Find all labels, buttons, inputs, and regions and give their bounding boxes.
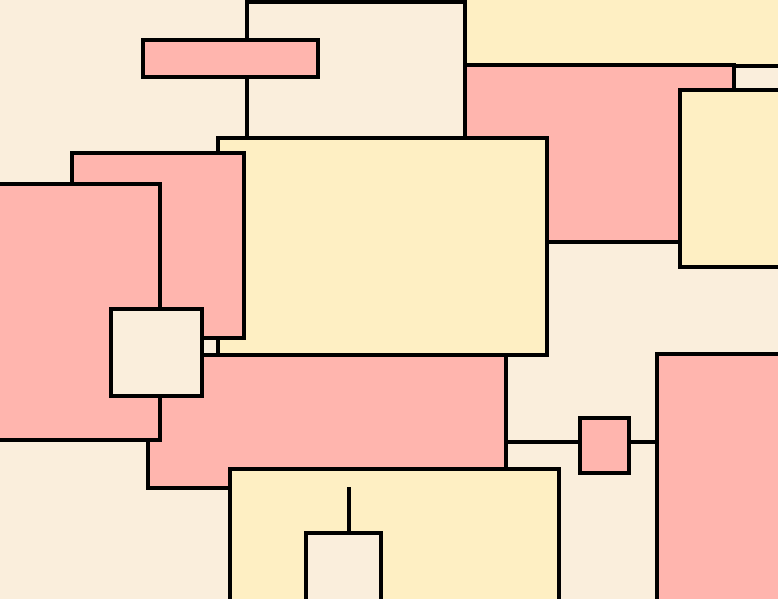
connector-bottom-vertical-2	[347, 487, 351, 535]
rect-yellow-right-edge	[678, 88, 778, 269]
rect-pink-small-square	[578, 416, 631, 475]
connector-small-square-to-right	[628, 440, 659, 444]
rect-yellow-top-right-bg	[463, 0, 778, 68]
rect-yellow-bottom	[228, 467, 561, 599]
connector-lower-to-small-square	[506, 440, 582, 444]
rect-pink-top-bar	[141, 38, 320, 79]
rect-pink-bottom-right	[655, 352, 778, 599]
rect-cream-bottom-small	[304, 531, 383, 599]
rect-yellow-large-center	[216, 136, 549, 357]
rect-cream-small-square	[109, 307, 204, 398]
